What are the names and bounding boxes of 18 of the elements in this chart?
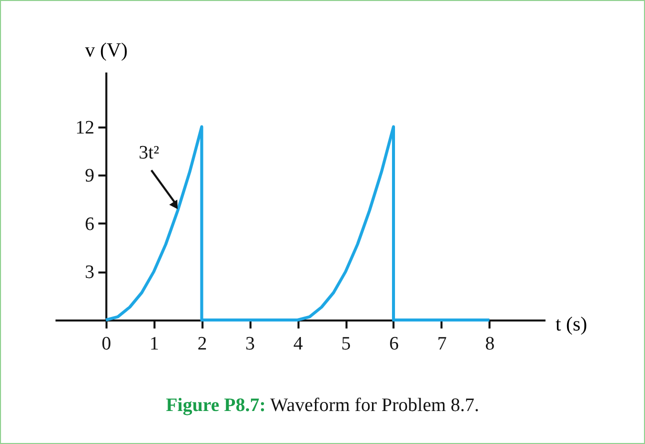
x-tick-label: 6 — [389, 334, 399, 354]
x-tick-label: 7 — [437, 334, 447, 354]
x-tick-label: 5 — [341, 334, 351, 354]
y-tick-label: 6 — [84, 214, 94, 235]
x-axis-title: t (s) — [556, 314, 588, 336]
x-tick-label: 4 — [293, 334, 304, 354]
annotation: 3t² — [138, 142, 160, 164]
text: Figure P8.7: Waveform for Problem 8.7. — [164, 395, 480, 417]
y-tick-label: 12 — [75, 117, 94, 138]
x-tick-label: 8 — [485, 334, 495, 354]
y-tick-label: 3 — [84, 262, 94, 284]
x-tick-label: 3 — [245, 334, 255, 354]
x-tick-label: 0 — [102, 334, 112, 354]
line-series — [104, 125, 491, 322]
x-tick-label: 1 — [150, 334, 160, 354]
y-tick-label: 9 — [84, 166, 94, 187]
x-tick-label: 2 — [197, 334, 207, 354]
y-axis-title: v (V) — [84, 40, 128, 62]
